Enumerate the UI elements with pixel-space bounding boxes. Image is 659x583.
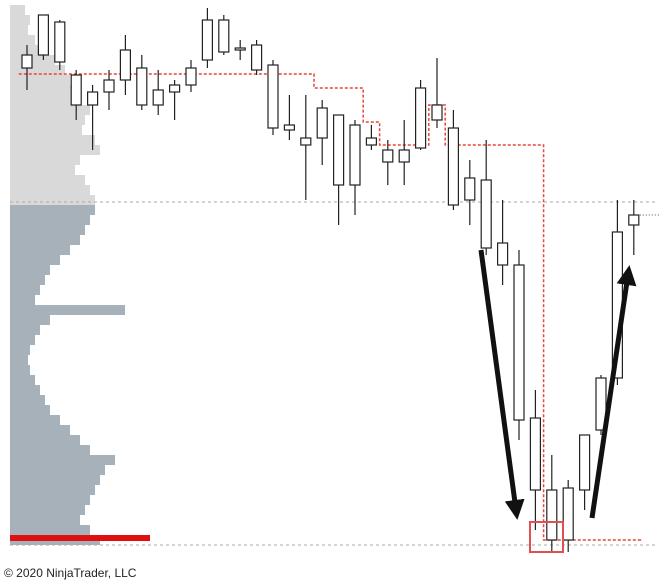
candle-body bbox=[529, 417, 542, 491]
profile-bar bbox=[10, 115, 85, 125]
candle-body bbox=[628, 214, 640, 226]
candle-body bbox=[365, 137, 377, 146]
profile-bar bbox=[10, 455, 115, 465]
profile-bar bbox=[10, 405, 50, 415]
arrow-up bbox=[589, 265, 637, 519]
profile-bar bbox=[10, 155, 80, 165]
candle-body bbox=[578, 434, 591, 491]
profile-bar bbox=[10, 515, 80, 525]
profile-bar bbox=[10, 385, 40, 395]
candle-body bbox=[54, 21, 66, 63]
candle-body bbox=[333, 114, 345, 186]
profile-bar bbox=[10, 215, 90, 225]
profile-bar bbox=[10, 235, 80, 245]
profile-bar bbox=[10, 65, 65, 75]
profile-bar bbox=[10, 195, 95, 205]
candle-body bbox=[316, 107, 328, 139]
profile-bar bbox=[10, 165, 75, 175]
profile-bar bbox=[10, 495, 90, 505]
profile-bar bbox=[10, 245, 70, 255]
candle-body bbox=[349, 124, 361, 186]
candle-body bbox=[513, 264, 525, 421]
candle-body bbox=[300, 137, 312, 146]
candle-body bbox=[185, 67, 197, 86]
profile-bar bbox=[10, 75, 70, 85]
profile-bar bbox=[10, 445, 90, 455]
profile-bar bbox=[10, 95, 80, 105]
profile-bar bbox=[10, 275, 45, 285]
copyright: © 2020 NinjaTrader, LLC bbox=[4, 566, 137, 580]
candle-body bbox=[234, 47, 246, 51]
candle-body bbox=[447, 127, 459, 206]
candle-body bbox=[152, 89, 164, 106]
candle-body bbox=[267, 64, 279, 129]
profile-bar bbox=[10, 505, 85, 515]
profile-bar bbox=[10, 325, 40, 335]
profile-bar bbox=[10, 335, 35, 345]
profile-bar bbox=[10, 145, 100, 155]
profile-bar bbox=[10, 125, 82, 135]
profile-bar bbox=[10, 265, 50, 275]
candle-body bbox=[382, 149, 394, 163]
profile-bar bbox=[10, 475, 100, 485]
candle-body bbox=[415, 87, 427, 149]
candle-body bbox=[70, 74, 82, 106]
profile-bar bbox=[10, 85, 75, 95]
candle-body bbox=[464, 177, 476, 201]
step-line bbox=[18, 73, 642, 541]
profile-bar bbox=[10, 15, 30, 25]
profile-bar bbox=[10, 395, 45, 405]
candle-body bbox=[283, 124, 295, 131]
candle-body bbox=[103, 79, 115, 93]
profile-bar bbox=[10, 375, 35, 385]
profile-bar bbox=[10, 415, 60, 425]
candle-body bbox=[480, 179, 492, 249]
profile-bar bbox=[10, 305, 125, 315]
profile-bar bbox=[10, 185, 90, 195]
candle-body bbox=[169, 84, 181, 93]
profile-bar bbox=[10, 435, 80, 445]
profile-bar bbox=[10, 345, 30, 355]
profile-bar bbox=[10, 45, 40, 55]
profile-bar bbox=[10, 425, 70, 435]
candle-body bbox=[398, 149, 410, 163]
candle-body bbox=[562, 487, 574, 541]
profile-bar bbox=[10, 35, 35, 45]
candle-body bbox=[546, 489, 558, 541]
profile-bar bbox=[10, 485, 95, 495]
profile-bar bbox=[10, 205, 95, 215]
candle-body bbox=[21, 54, 33, 69]
profile-bar bbox=[10, 135, 95, 145]
profile-bar bbox=[10, 105, 90, 115]
profile-bar bbox=[10, 465, 105, 475]
candle-body bbox=[119, 49, 132, 81]
profile-bar bbox=[10, 295, 35, 305]
candle-body bbox=[136, 67, 148, 106]
profile-bar bbox=[10, 255, 60, 265]
candle-body bbox=[251, 44, 263, 71]
candle-body bbox=[218, 19, 230, 53]
profile-bar bbox=[10, 5, 25, 15]
candle-body bbox=[595, 377, 607, 431]
profile-bar bbox=[10, 175, 85, 185]
profile-bar bbox=[10, 355, 28, 365]
profile-bar bbox=[10, 525, 90, 535]
highlight-box bbox=[529, 521, 564, 553]
candle-body bbox=[497, 242, 509, 266]
profile-bar bbox=[10, 25, 28, 35]
candle-body bbox=[86, 91, 99, 106]
profile-bar bbox=[10, 285, 40, 295]
profile-bar bbox=[10, 315, 50, 325]
poc-bar bbox=[10, 535, 150, 541]
candle-body bbox=[431, 104, 443, 121]
profile-bar bbox=[10, 225, 85, 235]
profile-bar bbox=[10, 365, 30, 375]
plot bbox=[10, 5, 659, 552]
candle-body bbox=[201, 19, 213, 61]
candle-body bbox=[37, 14, 50, 56]
arrow-down bbox=[478, 249, 525, 520]
